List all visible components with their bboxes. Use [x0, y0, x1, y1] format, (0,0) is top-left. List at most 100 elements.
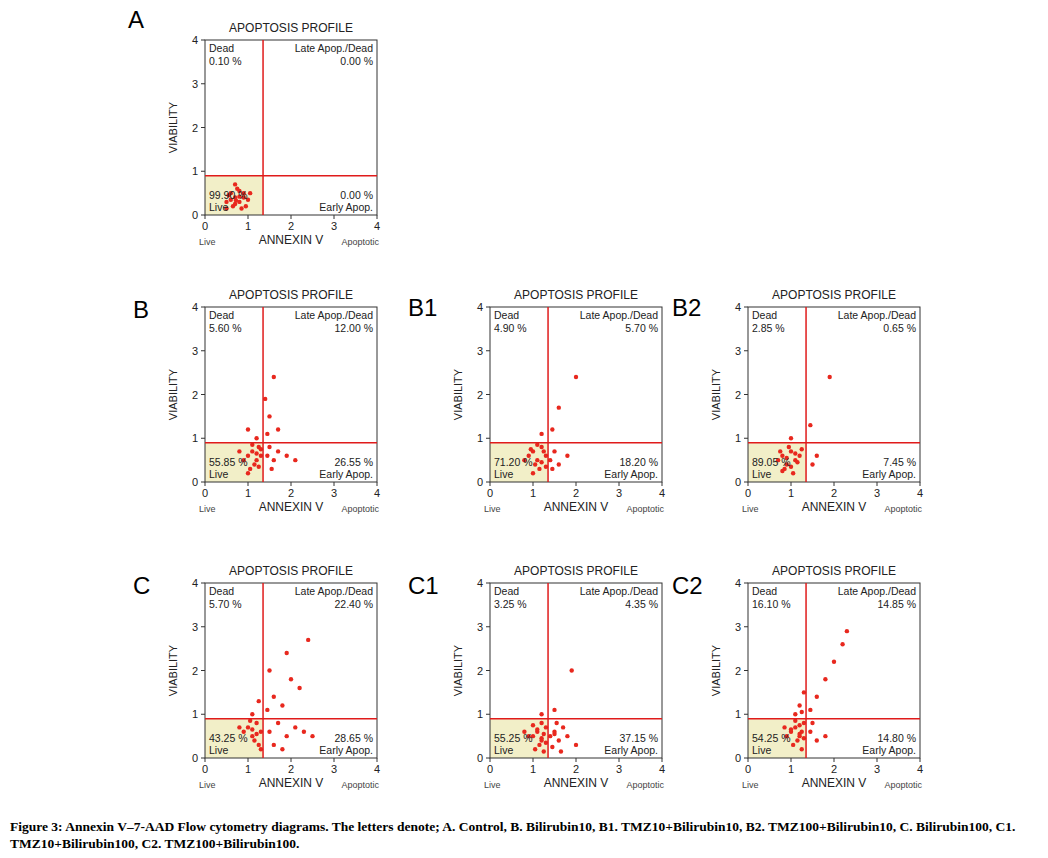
quadrant-label: Early Apop.: [862, 744, 916, 756]
event-point: [254, 436, 258, 440]
event-point: [276, 449, 280, 453]
x-tick-label: 2: [831, 763, 837, 775]
y-tick: [744, 626, 748, 627]
event-point: [789, 436, 793, 440]
y-tick: [201, 127, 205, 128]
event-point: [254, 451, 258, 455]
event-point: [248, 467, 252, 471]
event-point: [276, 721, 280, 725]
quadrant-label: 89.05 %: [752, 456, 791, 468]
quadrant-label: Dead: [494, 585, 519, 597]
event-point: [808, 730, 812, 734]
x-tick-label: 0: [745, 487, 751, 499]
y-tick-label: 1: [192, 432, 198, 444]
gate-y: [205, 718, 377, 720]
y-tick-label: 0: [477, 752, 483, 764]
x-tick: [334, 215, 335, 219]
points: [237, 638, 314, 752]
event-point: [272, 743, 276, 747]
y-tick-label: 3: [477, 345, 483, 357]
x-tick-label: 0: [202, 763, 208, 775]
x-tick: [877, 758, 878, 762]
x-tick: [920, 482, 921, 486]
quadrant-label: Dead: [209, 585, 234, 597]
event-point: [815, 695, 819, 699]
event-point: [265, 708, 269, 712]
quadrant-label: 14.85 %: [877, 598, 916, 610]
y-tick: [486, 714, 490, 715]
x-tick: [377, 758, 378, 762]
event-point: [800, 747, 804, 751]
event-point: [797, 723, 801, 727]
panel-letter: B: [133, 296, 149, 323]
panel-letter: B1: [408, 294, 437, 321]
y-tick-label: 2: [477, 665, 483, 677]
quadrant-label: Late Apop./Dead: [580, 309, 658, 321]
panel-letter: A: [128, 6, 144, 33]
event-point: [265, 454, 269, 458]
y-tick: [201, 670, 205, 671]
event-point: [246, 471, 250, 475]
event-point: [237, 725, 241, 729]
event-point: [535, 458, 539, 462]
x-tick: [291, 758, 292, 762]
quadrant-label: Dead: [752, 585, 777, 597]
gate-x: [805, 307, 807, 482]
x-tick: [662, 758, 663, 762]
y-tick: [201, 714, 205, 715]
x-label: ANNEXIN V: [802, 776, 867, 790]
event-point: [285, 454, 289, 458]
title: APOPTOSIS PROFILE: [229, 564, 353, 578]
event-point: [254, 721, 258, 725]
event-point: [815, 738, 819, 742]
event-point: [552, 449, 556, 453]
y-tick-label: 3: [192, 621, 198, 633]
x-tick-label: 0: [487, 763, 493, 775]
y-tick: [744, 394, 748, 395]
x-tick: [834, 482, 835, 486]
quadrant-label: 55.85 %: [209, 456, 248, 468]
event-point: [254, 732, 258, 736]
y-tick-label: 4: [192, 301, 198, 313]
event-point: [285, 651, 289, 655]
live-gate: [205, 176, 263, 215]
x-tick: [834, 758, 835, 762]
y-tick: [744, 482, 748, 483]
x-label: ANNEXIN V: [544, 500, 609, 514]
quadrant-label: Live: [494, 744, 513, 756]
event-point: [280, 703, 284, 707]
gate-x: [547, 583, 549, 758]
x-tick: [877, 482, 878, 486]
y-tick: [201, 438, 205, 439]
event-point: [539, 460, 543, 464]
event-point: [252, 462, 256, 466]
y-tick: [201, 307, 205, 308]
event-point: [810, 462, 814, 466]
x-tick: [377, 482, 378, 486]
live-gate: [205, 443, 263, 482]
x-tick: [791, 482, 792, 486]
quadrant-label: Early Apop.: [319, 201, 373, 213]
y-label: VIABILITY: [452, 368, 464, 420]
event-point: [539, 736, 543, 740]
x-tick: [377, 215, 378, 219]
y-tick: [201, 83, 205, 84]
y-tick: [486, 758, 490, 759]
event-point: [531, 723, 535, 727]
event-point: [808, 708, 812, 712]
y-tick: [201, 583, 205, 584]
quadrant-label: Late Apop./Dead: [838, 309, 916, 321]
quadrant-label: 28.65 %: [334, 732, 373, 744]
panel: C1APOPTOSIS PROFILE0123401234ANNEXIN VVI…: [408, 564, 665, 790]
y-tick-label: 4: [735, 301, 741, 313]
x-note: Live: [484, 504, 501, 514]
y-tick-label: 4: [192, 577, 198, 589]
event-point: [795, 738, 799, 742]
event-point: [791, 471, 795, 475]
y-tick-label: 4: [735, 577, 741, 589]
event-point: [254, 458, 258, 462]
x-note: Live: [199, 237, 216, 247]
x-tick-label: 0: [487, 487, 493, 499]
y-tick: [486, 350, 490, 351]
panel-letter: C: [133, 572, 150, 599]
